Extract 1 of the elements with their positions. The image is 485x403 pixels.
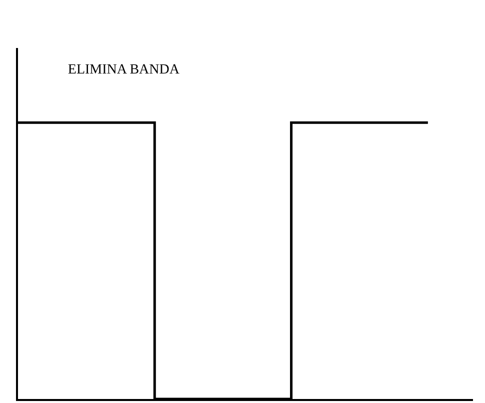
chart-title: ELIMINA BANDA: [68, 62, 180, 78]
